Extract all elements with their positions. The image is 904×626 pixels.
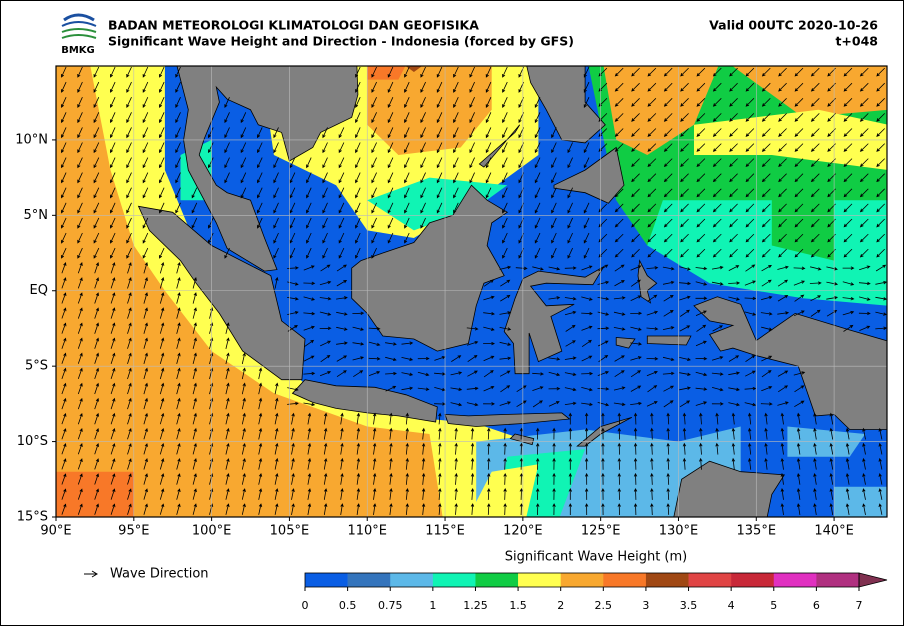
field-orange	[56, 66, 443, 517]
colorbar-title: Significant Wave Height (m)	[505, 550, 687, 565]
land	[646, 335, 692, 346]
legend-arrow-head	[91, 570, 98, 578]
y-tick-label: 10°N	[15, 132, 48, 147]
field-green	[771, 185, 835, 261]
x-tick-label: 110°E	[347, 524, 387, 539]
x-tick-label: 135°E	[737, 524, 777, 539]
x-tick-label: 105°E	[270, 524, 310, 539]
x-tick-label: 115°E	[425, 524, 465, 539]
x-tick-label: 95°E	[118, 524, 149, 539]
land	[509, 433, 535, 446]
colorbar-segment	[603, 573, 647, 587]
valid-time: Valid 00UTC 2020-10-26	[709, 18, 878, 33]
y-tick-label: 5°S	[25, 359, 48, 374]
field-orange	[603, 66, 719, 155]
legend-label: Wave Direction	[110, 567, 209, 582]
legend: Wave Direction	[84, 567, 209, 582]
colorbar-segment	[645, 573, 689, 587]
land	[526, 66, 606, 144]
field-yellow	[468, 464, 539, 517]
land	[351, 184, 509, 352]
colorbar-tick-label: 3	[642, 599, 649, 612]
colorbar-tick-label: 0.5	[339, 599, 357, 612]
colorbar-border	[304, 572, 860, 588]
land	[478, 124, 521, 168]
land	[673, 460, 785, 517]
colorbar-segment	[731, 573, 775, 587]
land	[291, 379, 438, 423]
y-tick-label: EQ	[30, 283, 48, 298]
x-tick-label: 100°E	[192, 524, 232, 539]
colorbar: 0 0.5 0.75 1 1.25 1.5 2 2.5 3 3.5 4 5 6 7	[302, 572, 888, 612]
x-tick-label: 140°E	[814, 524, 854, 539]
field-brown	[405, 66, 423, 72]
logo: BMKG	[61, 13, 97, 56]
land	[576, 417, 632, 447]
colorbar-tick-label: 3.5	[680, 599, 698, 612]
land	[137, 205, 306, 381]
x-tick-label: 90°E	[40, 524, 71, 539]
land	[615, 337, 636, 349]
land	[637, 259, 658, 304]
colorbar-segment	[305, 573, 348, 587]
y-tick-label: 15°S	[17, 510, 48, 525]
colorbar-tick-label: 4	[728, 599, 735, 612]
subtitle: Significant Wave Height and Direction - …	[108, 34, 574, 49]
colorbar-tick-label: 1.25	[463, 599, 488, 612]
wave-arrows	[61, 66, 887, 516]
forecast-step: t+048	[835, 34, 878, 49]
colorbar-segment	[475, 573, 519, 587]
map: 90°E 95°E 100°E 105°E 110°E 115°E 120°E 125°E 13…	[15, 65, 888, 539]
colorbar-tick-label: 5	[770, 599, 777, 612]
colorbar-segment	[390, 573, 434, 587]
field-orange	[367, 66, 406, 80]
y-tick-label: 5°N	[24, 208, 49, 223]
colorbar-segment	[432, 573, 476, 587]
map-field	[56, 66, 887, 517]
colorbar-tick-label: 2	[557, 599, 564, 612]
colorbar-segment	[347, 573, 391, 587]
logo-text: BMKG	[61, 45, 95, 56]
field-orange	[367, 66, 492, 155]
field-orange	[732, 66, 887, 118]
map-border	[55, 65, 888, 518]
colorbar-tick-label: 0.75	[378, 599, 403, 612]
x-tick-label: 125°E	[581, 524, 621, 539]
colorbar-segment	[773, 573, 817, 587]
x-tick-label: 130°E	[659, 524, 699, 539]
colorbar-tick-label: 6	[813, 599, 820, 612]
colorbar-tick-label: 2.5	[595, 599, 613, 612]
colorbar-segment	[518, 573, 561, 587]
colorbar-tick-label: 7	[856, 599, 863, 612]
field-lightblue	[834, 486, 887, 517]
title: BADAN METEOROLOGI KLIMATOLOGI DAN GEOFIS…	[108, 18, 479, 33]
land	[444, 412, 571, 427]
x-tick-label: 120°E	[503, 524, 543, 539]
land	[503, 265, 605, 375]
colorbar-segment	[560, 573, 604, 587]
colorbar-segment	[816, 573, 860, 587]
y-tick-label: 10°S	[17, 434, 48, 449]
colorbar-tick-label: 1	[429, 599, 436, 612]
colorbar-tick-label: 0	[302, 599, 309, 612]
colorbar-tick-label: 1.5	[509, 599, 527, 612]
colorbar-segment	[688, 573, 732, 587]
